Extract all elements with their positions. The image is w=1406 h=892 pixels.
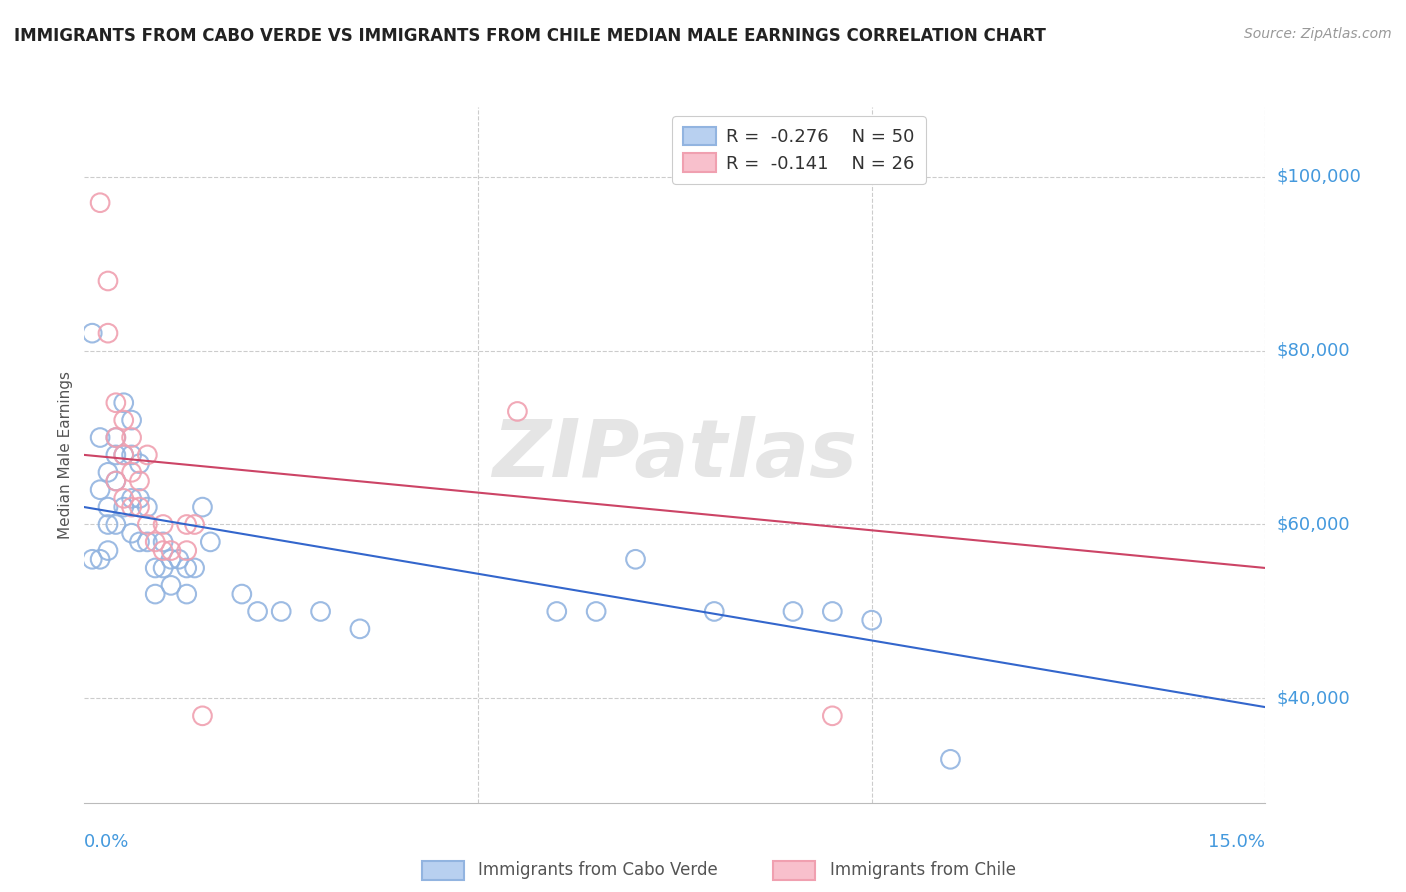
Point: [82, 326, 104, 341]
Point: [89, 195, 111, 210]
Point: [821, 605, 844, 619]
Point: [121, 500, 143, 515]
Point: [128, 457, 150, 471]
Point: [97, 543, 120, 558]
Point: [104, 431, 127, 445]
Point: [89, 483, 111, 497]
Point: [121, 431, 143, 445]
Point: [128, 535, 150, 549]
Point: [176, 587, 198, 601]
Point: [97, 517, 120, 532]
Point: [152, 535, 174, 549]
Text: $40,000: $40,000: [1277, 690, 1350, 707]
Point: [128, 491, 150, 506]
Point: [128, 500, 150, 515]
Point: [104, 431, 127, 445]
Point: [160, 543, 183, 558]
Point: [349, 622, 371, 636]
Point: [89, 552, 111, 566]
Text: 0.0%: 0.0%: [84, 833, 129, 851]
Point: [860, 613, 883, 627]
Point: [97, 326, 120, 341]
Text: Source: ZipAtlas.com: Source: ZipAtlas.com: [1244, 27, 1392, 41]
Point: [136, 535, 159, 549]
Point: [191, 500, 214, 515]
Point: [112, 413, 135, 427]
Point: [152, 543, 174, 558]
Point: [200, 535, 222, 549]
Point: [782, 605, 804, 619]
Point: [246, 605, 269, 619]
Point: [703, 605, 725, 619]
Point: [89, 431, 111, 445]
Text: $100,000: $100,000: [1277, 168, 1361, 186]
Text: ZIPatlas: ZIPatlas: [492, 416, 858, 494]
Point: [121, 466, 143, 480]
Point: [231, 587, 253, 601]
Point: [546, 605, 568, 619]
Point: [97, 466, 120, 480]
Point: [309, 605, 332, 619]
Point: [624, 552, 647, 566]
Point: [270, 605, 292, 619]
Point: [97, 500, 120, 515]
Point: [121, 526, 143, 541]
Point: [939, 752, 962, 766]
Point: [143, 587, 166, 601]
Point: [104, 396, 127, 410]
Point: [136, 500, 159, 515]
Point: [143, 535, 166, 549]
Point: [176, 543, 198, 558]
Text: Immigrants from Cabo Verde: Immigrants from Cabo Verde: [478, 861, 718, 879]
Legend: R =  -0.276    N = 50, R =  -0.141    N = 26: R = -0.276 N = 50, R = -0.141 N = 26: [672, 116, 925, 184]
Point: [585, 605, 607, 619]
Point: [104, 517, 127, 532]
Text: 15.0%: 15.0%: [1208, 833, 1265, 851]
Point: [136, 448, 159, 462]
Point: [128, 474, 150, 488]
Text: $80,000: $80,000: [1277, 342, 1350, 359]
Point: [821, 708, 844, 723]
Text: Immigrants from Chile: Immigrants from Chile: [830, 861, 1015, 879]
Point: [176, 517, 198, 532]
Point: [121, 448, 143, 462]
Point: [160, 552, 183, 566]
Point: [167, 552, 190, 566]
Point: [121, 413, 143, 427]
Point: [143, 561, 166, 575]
Point: [160, 578, 183, 592]
Point: [112, 448, 135, 462]
Point: [112, 500, 135, 515]
Text: IMMIGRANTS FROM CABO VERDE VS IMMIGRANTS FROM CHILE MEDIAN MALE EARNINGS CORRELA: IMMIGRANTS FROM CABO VERDE VS IMMIGRANTS…: [14, 27, 1046, 45]
Point: [183, 561, 205, 575]
Point: [191, 708, 214, 723]
Point: [176, 561, 198, 575]
Point: [104, 474, 127, 488]
Point: [112, 396, 135, 410]
Point: [104, 448, 127, 462]
Point: [152, 517, 174, 532]
Point: [112, 491, 135, 506]
Point: [97, 274, 120, 288]
Point: [183, 517, 205, 532]
Point: [506, 404, 529, 418]
Point: [152, 561, 174, 575]
Point: [136, 517, 159, 532]
Point: [82, 552, 104, 566]
Text: $60,000: $60,000: [1277, 516, 1350, 533]
Point: [112, 448, 135, 462]
Y-axis label: Median Male Earnings: Median Male Earnings: [58, 371, 73, 539]
Point: [104, 474, 127, 488]
Point: [121, 491, 143, 506]
